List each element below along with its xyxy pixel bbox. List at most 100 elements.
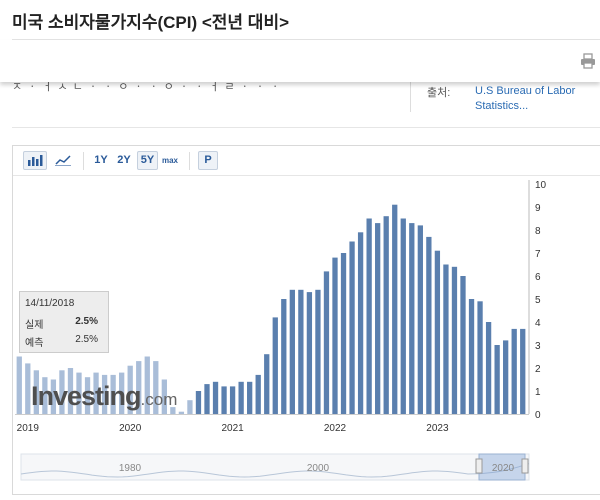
- cpi-bar: [144, 356, 150, 414]
- cpi-bar: [178, 411, 185, 414]
- bar-chart-icon: [28, 155, 43, 166]
- tooltip-forecast-value: 2.5%: [75, 334, 98, 345]
- cpi-bar: [332, 257, 338, 414]
- cpi-bar: [247, 381, 253, 414]
- cpi-bar: [93, 372, 99, 414]
- cpi-bar: [383, 216, 389, 414]
- y-tick-label: 1: [535, 387, 541, 398]
- cpi-bar: [366, 218, 372, 414]
- source-label: 출처:: [427, 87, 451, 99]
- cpi-bar: [520, 328, 526, 414]
- title-divider: [12, 39, 600, 40]
- cpi-bar: [494, 345, 500, 414]
- y-tick-label: 6: [535, 272, 541, 283]
- bar-chart-button[interactable]: [23, 151, 47, 170]
- cpi-bar: [187, 400, 193, 414]
- cpi-bar: [127, 365, 133, 414]
- cpi-bar: [76, 372, 82, 414]
- cpi-bar: [255, 374, 261, 414]
- cpi-bar: [511, 328, 517, 414]
- facebook-share-button[interactable]: f: [19, 55, 23, 67]
- navigator-selection: [478, 453, 526, 481]
- navigator-left-handle: [475, 458, 483, 474]
- cpi-bar: [485, 322, 492, 414]
- cpi-bar: [298, 289, 304, 414]
- cpi-bar: [375, 223, 381, 414]
- cpi-bar: [59, 370, 65, 414]
- y-tick-label: 2: [535, 364, 541, 375]
- cpi-bar: [67, 368, 74, 414]
- cpi-bar: [84, 377, 91, 414]
- info-divider: [12, 127, 600, 128]
- cpi-bar: [101, 374, 108, 414]
- linkedin-share-button[interactable]: in: [61, 55, 71, 67]
- cpi-bar: [409, 223, 415, 414]
- range-1y-button[interactable]: 1Y: [94, 154, 108, 166]
- cpi-bar: [477, 301, 483, 414]
- cpi-bar: [434, 250, 441, 414]
- source-link[interactable]: U.S Bureau of Labor Statistics...: [475, 85, 576, 112]
- x-tick-label: 2023: [426, 423, 449, 434]
- navigator-right-handle: [521, 458, 529, 474]
- cpi-bar: [272, 317, 278, 414]
- cpi-bar: [392, 204, 398, 414]
- x-tick-label: 2020: [119, 423, 142, 434]
- cpi-bar: [451, 266, 458, 414]
- navigator-series: [20, 463, 530, 478]
- range-5y-button[interactable]: 5Y: [137, 151, 158, 170]
- x-tick-label: 2021: [221, 423, 244, 434]
- cpi-bar: [357, 232, 364, 414]
- range-max-button[interactable]: max: [161, 156, 178, 165]
- y-tick-label: 3: [535, 341, 541, 352]
- y-tick-label: 7: [535, 249, 541, 260]
- share-bar: f 𝕏 in ✉: [0, 40, 600, 82]
- cpi-bar: [110, 374, 116, 414]
- navigator-background: [20, 453, 530, 481]
- chart-frame: 1Y 2Y 5Y max P 0 1 2 3 4 5 6 7 8 9 10 2019 2020 2021 2…: [12, 145, 600, 495]
- email-share-button[interactable]: ✉: [84, 55, 94, 67]
- cpi-bar: [460, 276, 466, 414]
- cpi-bar: [204, 384, 210, 414]
- cpi-bar: [349, 241, 355, 414]
- toolbar-separator: [189, 152, 190, 170]
- cpi-bar: [503, 340, 509, 414]
- tooltip-actual-value: 2.5%: [75, 316, 98, 327]
- cpi-bar: [340, 253, 347, 414]
- cpi-bar: [221, 386, 227, 414]
- cpi-bar: [33, 370, 39, 414]
- y-tick-label: 10: [535, 180, 547, 191]
- cpi-bar: [323, 271, 330, 414]
- y-tick-label: 8: [535, 226, 541, 237]
- cpi-bar: [264, 354, 270, 414]
- info-band: ㅈ ㆍ ㅓ ㅅ ㄴ ㆍ ㆍ ㅇ ㆍ ㆍ ㅇ ㆍ ㆍ ㅓ ㄹ ㆍ ㆍ ㆍ 출처: …: [0, 81, 600, 128]
- page-title: 미국 소비자물가지수(CPI) <전년 대비>: [12, 13, 290, 32]
- toolbar-separator: [83, 152, 84, 170]
- cpi-bar: [119, 372, 125, 414]
- data-tooltip: 14/11/2018 실제 2.5% 예측 2.5%: [19, 291, 109, 353]
- truncated-description: ㅈ ㆍ ㅓ ㅅ ㄴ ㆍ ㆍ ㅇ ㆍ ㆍ ㅇ ㆍ ㆍ ㅓ ㄹ ㆍ ㆍ ㆍ: [12, 81, 282, 93]
- tooltip-forecast-label: 예측: [25, 338, 44, 349]
- cpi-bar: [229, 386, 236, 414]
- source-divider: [410, 82, 411, 112]
- tooltip-actual-label: 실제: [25, 320, 44, 331]
- cpi-bar: [212, 381, 219, 414]
- print-icon[interactable]: [580, 53, 596, 69]
- cpi-bar: [281, 299, 287, 414]
- cpi-bar: [238, 381, 244, 414]
- range-2y-button[interactable]: 2Y: [117, 154, 131, 166]
- cpi-bar: [153, 361, 159, 414]
- navigator-label: 2020: [492, 463, 515, 474]
- line-chart-button[interactable]: [51, 151, 75, 170]
- y-tick-label: 4: [535, 318, 541, 329]
- cpi-bar: [42, 377, 48, 414]
- cpi-bar: [50, 379, 57, 414]
- cpi-bar: [25, 363, 31, 414]
- y-tick-label: 0: [535, 410, 541, 421]
- x-tick-label: 2022: [324, 423, 347, 434]
- cpi-bar: [195, 391, 202, 414]
- x-tick-label: 2019: [17, 423, 40, 434]
- cpi-bar: [306, 292, 313, 414]
- print-chart-button[interactable]: P: [198, 151, 218, 170]
- navigator-label: 1980: [119, 463, 142, 474]
- x-share-button[interactable]: 𝕏: [39, 55, 49, 67]
